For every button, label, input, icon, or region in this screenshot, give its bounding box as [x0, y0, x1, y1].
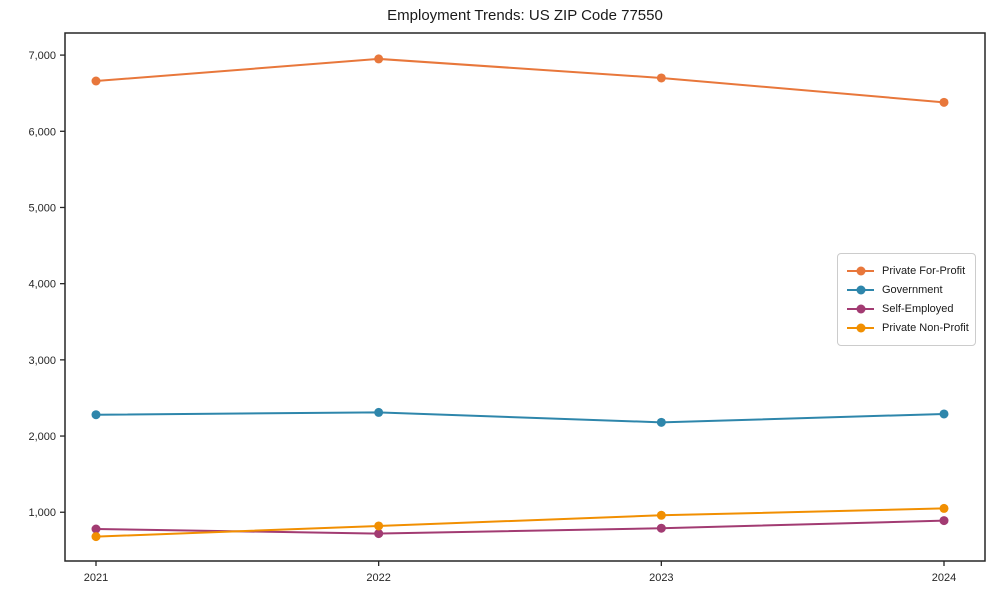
- plot-frame: [64, 32, 986, 562]
- legend-line-marker-icon: [847, 304, 874, 314]
- x-tick-label: 2023: [649, 572, 673, 584]
- legend-dot-icon: [856, 266, 865, 276]
- legend-label: Government: [882, 284, 943, 296]
- legend-dot-icon: [856, 285, 865, 295]
- y-tick-label: 6,000: [28, 126, 56, 138]
- y-tick-label: 4,000: [28, 279, 56, 291]
- legend-item: Government: [847, 281, 967, 299]
- data-point: [939, 409, 949, 419]
- x-tick-label: 2024: [932, 572, 956, 584]
- legend-label: Private Non-Profit: [882, 322, 969, 334]
- y-tick-label: 1,000: [28, 507, 56, 519]
- y-tick-label: 5,000: [28, 202, 56, 214]
- data-point: [656, 73, 666, 83]
- legend-label: Private For-Profit: [882, 265, 966, 277]
- data-point: [939, 503, 949, 513]
- data-point: [374, 54, 384, 64]
- data-point: [656, 417, 666, 427]
- data-point: [656, 510, 666, 520]
- legend-line-marker-icon: [847, 285, 874, 295]
- legend: Private For-Profit Government Self-Employe…: [837, 253, 976, 346]
- data-point: [91, 524, 101, 534]
- y-tick-label: 2,000: [28, 431, 56, 443]
- chart-title: Employment Trends: US ZIP Code 77550: [387, 7, 663, 24]
- data-point: [374, 407, 384, 417]
- data-point: [91, 76, 101, 86]
- series-line-private-for-profit: [95, 57, 945, 104]
- legend-line-marker-icon: [847, 323, 874, 333]
- data-point: [939, 97, 949, 107]
- series-line-private-non-profit: [95, 507, 945, 538]
- y-tick-label: 7,000: [28, 50, 56, 62]
- x-tick-label: 2021: [84, 572, 108, 584]
- x-tick-label: 2022: [366, 572, 390, 584]
- legend-line-marker-icon: [847, 266, 874, 276]
- data-point: [91, 532, 101, 542]
- data-point: [374, 521, 384, 531]
- legend-dot-icon: [856, 304, 865, 314]
- legend-item: Private Non-Profit: [847, 319, 969, 337]
- legend-item: Private For-Profit: [847, 262, 967, 280]
- data-point: [374, 529, 384, 539]
- legend-item: Self-Employed: [847, 300, 967, 318]
- legend-label: Self-Employed: [882, 303, 954, 315]
- data-point: [91, 410, 101, 420]
- legend-dot-icon: [856, 323, 865, 333]
- series-line-government: [95, 411, 945, 424]
- data-point: [939, 516, 949, 526]
- y-tick-label: 3,000: [28, 355, 56, 367]
- data-point: [656, 523, 666, 533]
